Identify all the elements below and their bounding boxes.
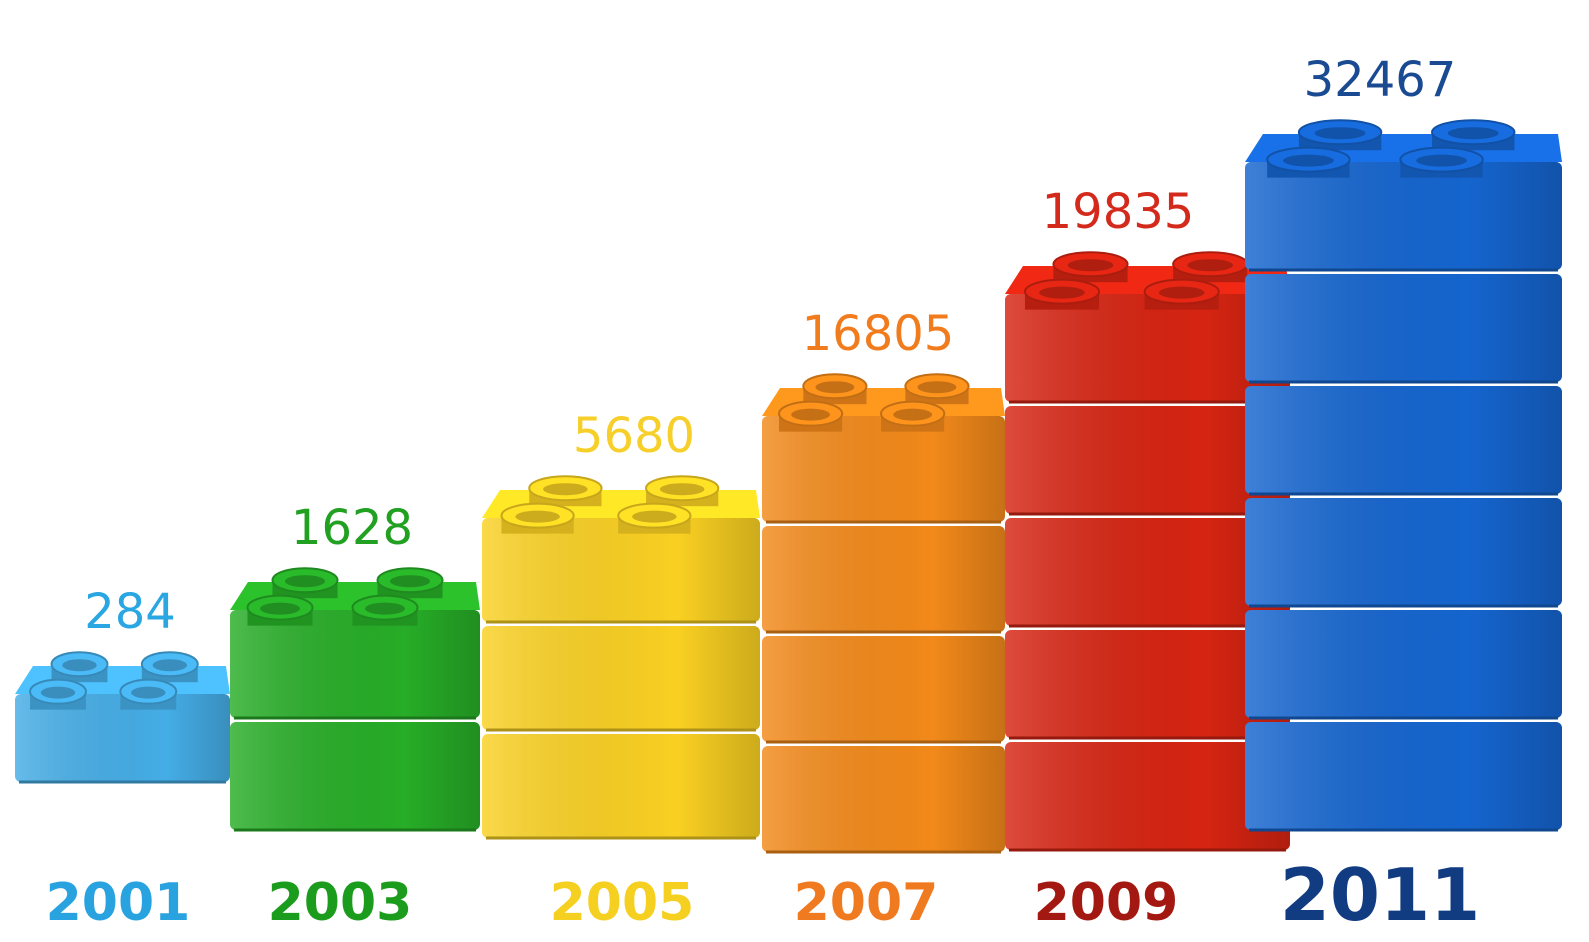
stud-hole [1187,259,1233,272]
brick-shade [1005,294,1290,402]
stud-hole [62,659,97,672]
stud-hole [1416,154,1467,167]
stud-hole [285,575,325,588]
value-label: 1628 [291,500,413,556]
stud-hole [632,510,677,523]
x-tick-label: 2001 [46,873,191,933]
brick-shade [1005,742,1290,850]
x-tick-label: 2009 [1034,873,1179,933]
stud-hole [260,602,300,615]
brick-shade [1245,274,1562,382]
stud-hole [1283,154,1334,167]
stud-hole [1314,127,1366,140]
brick-shade [1245,498,1562,606]
brick-shade [482,626,760,730]
stud-hole [515,510,560,523]
stud-hole [365,602,405,615]
stud-hole [659,483,705,496]
stud-hole [40,686,76,699]
stud-hole [815,381,855,394]
stud-hole [1039,286,1085,299]
brick-shade [1245,386,1562,494]
brick-shade [1245,610,1562,718]
brick-stack [762,373,1005,854]
value-label: 5680 [573,408,695,464]
stud-hole [1447,127,1499,140]
value-label: 16805 [802,306,955,362]
brick-shade [762,416,1005,522]
brick-stack [15,651,230,784]
brick-stack [230,567,480,832]
brick-shade [1005,630,1290,738]
brick-shade [1005,518,1290,626]
brick-shade [482,518,760,622]
x-tick-label: 2011 [1280,853,1480,937]
x-tick-label: 2007 [794,873,939,933]
brick-shade [762,526,1005,632]
brick-shade [482,734,760,838]
brick-stack [482,475,760,840]
brick-shade [762,746,1005,852]
stud-hole [1067,259,1114,272]
brick-stack [1005,251,1290,852]
stud-hole [1158,286,1205,299]
stud-hole [791,408,831,421]
x-tick-label: 2005 [550,873,695,933]
stud-hole [131,686,166,699]
stud-hole [543,483,588,496]
brick-shade [1005,406,1290,514]
value-label: 284 [84,584,176,640]
stud-hole [390,575,430,588]
brick-shade [230,610,480,718]
x-tick-label: 2003 [268,873,413,933]
stud-hole [152,659,187,672]
brick-shade [1245,162,1562,270]
brick-shade [1245,722,1562,830]
stud-hole [893,408,933,421]
brick-shade [762,636,1005,742]
brick-shade [230,722,480,830]
stud-hole [917,381,957,394]
brick-stack [1245,119,1562,832]
brick-shade [15,694,230,782]
value-label: 19835 [1042,184,1195,240]
value-label: 32467 [1304,52,1457,108]
